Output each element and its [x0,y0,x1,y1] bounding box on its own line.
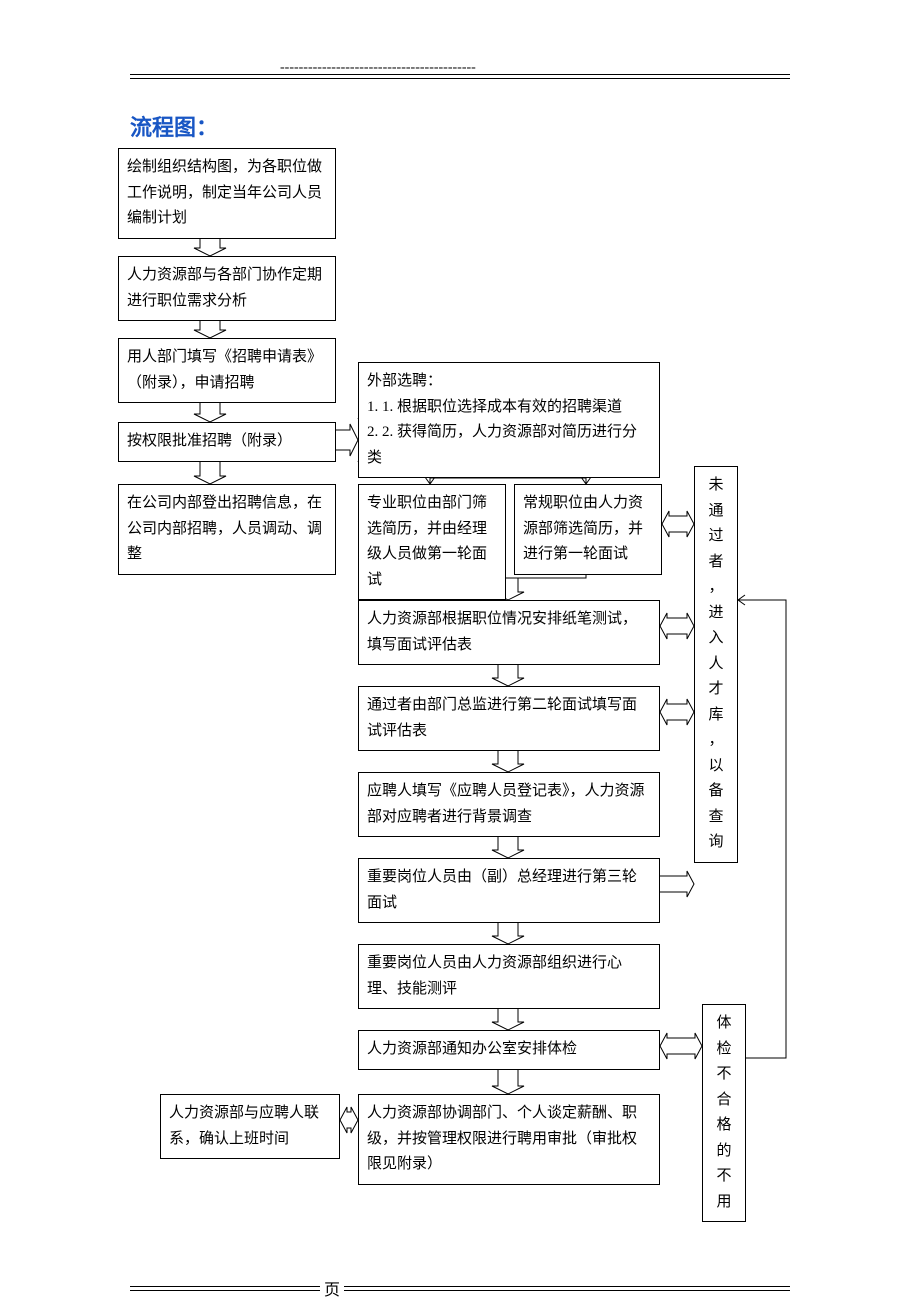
flow-node-n17: 人力资源部协调部门、个人谈定薪酬、职级，并按管理权限进行聘用审批（审批权限见附录… [358,1094,660,1185]
flow-node-n12: 应聘人填写《应聘人员登记表》，人力资源部对应聘者进行背景调查 [358,772,660,837]
flow-node-n10: 人力资源部根据职位情况安排纸笔测试，填写面试评估表 [358,600,660,665]
flow-node-n3: 用人部门填写《招聘申请表》（附录），申请招聘 [118,338,336,403]
flow-node-n16: 体检不合格的不用 [702,1004,746,1222]
flow-node-n4: 按权限批准招聘（附录） [118,422,336,462]
flow-node-n11: 通过者由部门总监进行第二轮面试填写面试评估表 [358,686,660,751]
flow-node-n1: 绘制组织结构图，为各职位做工作说明，制定当年公司人员编制计划 [118,148,336,239]
flow-node-n18: 人力资源部与应聘人联系，确认上班时间 [160,1094,340,1159]
flow-node-n15: 人力资源部通知办公室安排体检 [358,1030,660,1070]
flow-node-n5: 在公司内部登出招聘信息，在公司内部招聘，人员调动、调整 [118,484,336,575]
flow-node-n7: 专业职位由部门筛选简历，并由经理级人员做第一轮面试 [358,484,506,600]
footer-rule-1 [130,1286,790,1287]
footer-rule-2 [130,1290,790,1291]
flow-node-n2: 人力资源部与各部门协作定期进行职位需求分析 [118,256,336,321]
header-dashes: ----------------------------------------… [280,60,476,76]
flow-node-n9: 未通过者，进入人才库，以备查询 [694,466,738,863]
diagram-title: 流程图： [130,110,218,142]
page-root: ----------------------------------------… [0,0,920,1302]
flow-node-n8: 常规职位由人力资源部筛选简历，并进行第一轮面试 [514,484,662,575]
flow-node-n6: 外部选聘：1. 1. 根据职位选择成本有效的招聘渠道2. 2. 获得简历，人力资… [358,362,660,478]
flow-node-n13: 重要岗位人员由（副）总经理进行第三轮面试 [358,858,660,923]
header-rule-2 [130,78,790,79]
flow-node-n14: 重要岗位人员由人力资源部组织进行心理、技能测评 [358,944,660,1009]
page-number-label: 页 [320,1276,344,1300]
